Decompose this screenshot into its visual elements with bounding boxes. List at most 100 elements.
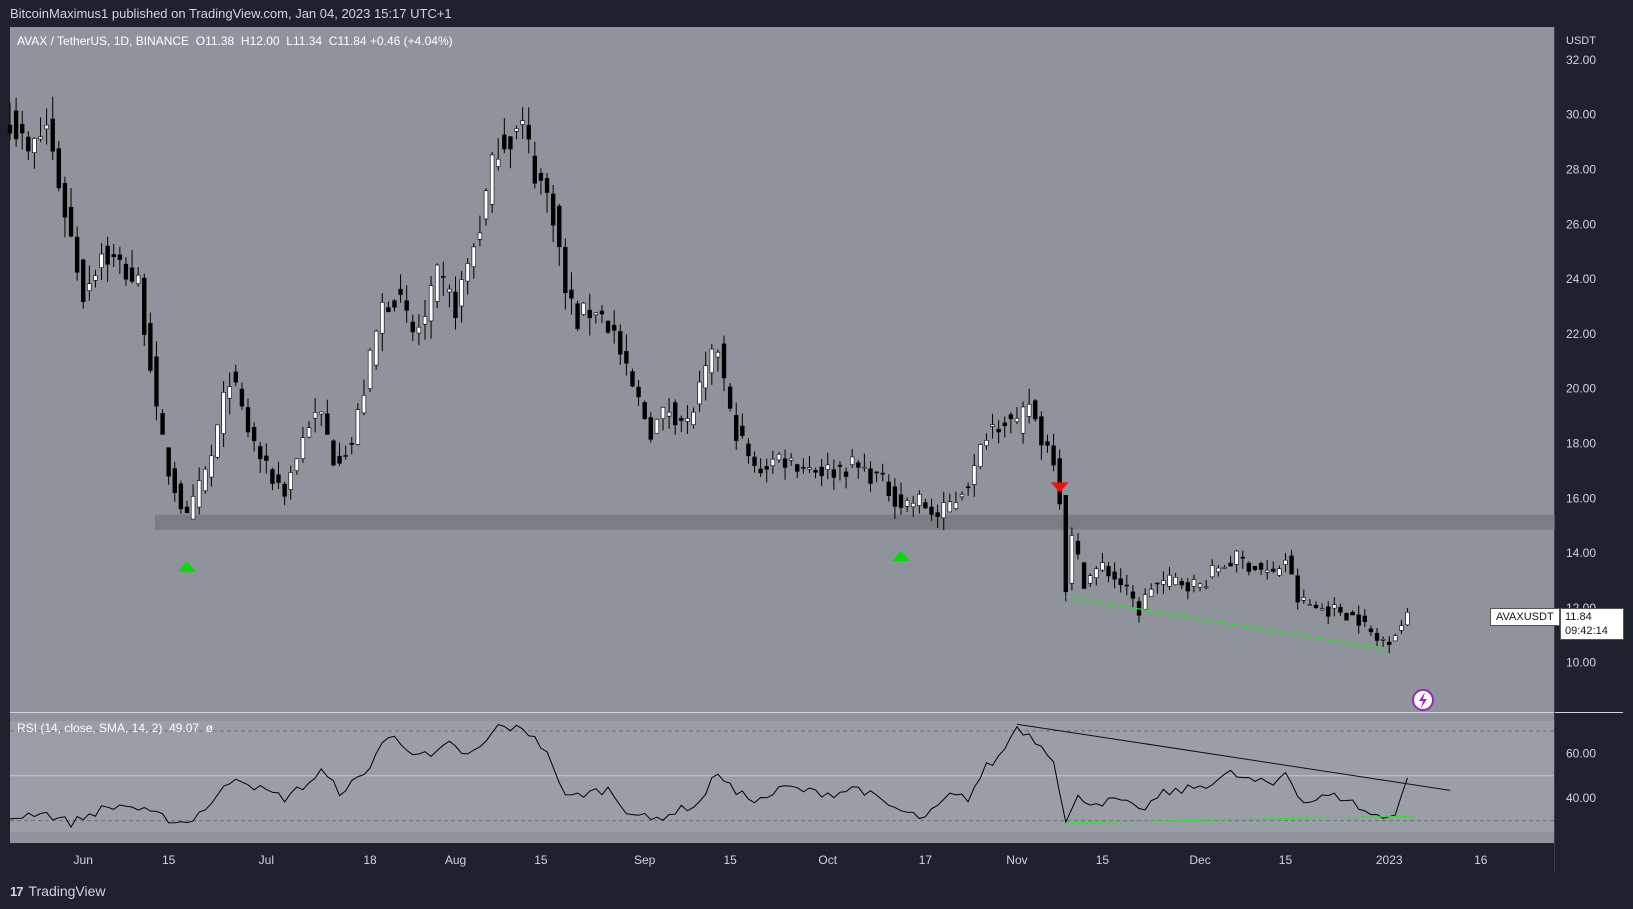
- candle: [770, 450, 776, 474]
- low-label: L: [286, 34, 293, 48]
- time-tick: 15: [534, 853, 548, 867]
- candle: [831, 459, 837, 490]
- candle: [898, 482, 904, 515]
- candle: [1210, 559, 1215, 579]
- candle: [270, 467, 275, 491]
- candle: [111, 243, 116, 268]
- candle: [605, 320, 611, 334]
- alert-icon[interactable]: [1412, 689, 1434, 711]
- candle: [691, 407, 696, 429]
- candle: [166, 447, 171, 485]
- candle: [1295, 568, 1300, 610]
- candle: [575, 300, 580, 332]
- time-tick: Sep: [634, 853, 656, 867]
- candle: [1051, 433, 1056, 472]
- candle: [1264, 560, 1270, 580]
- price-tick: 30.00: [1566, 108, 1596, 122]
- candle: [557, 203, 562, 266]
- candle: [367, 348, 373, 393]
- candle: [294, 458, 300, 475]
- candle: [1075, 533, 1081, 560]
- candle: [361, 379, 367, 416]
- candle: [300, 426, 306, 463]
- candle: [44, 108, 49, 145]
- candle: [1387, 636, 1392, 654]
- candle: [642, 400, 647, 420]
- brand-name: TradingView: [28, 883, 106, 899]
- candle: [1301, 589, 1306, 604]
- candle: [184, 500, 190, 514]
- candle: [764, 458, 769, 483]
- candle: [978, 443, 983, 470]
- candle: [435, 263, 440, 308]
- candle: [1191, 574, 1197, 593]
- candle: [306, 421, 312, 439]
- close-value: 11.84: [337, 34, 367, 48]
- candle: [965, 482, 971, 496]
- price-tick: 18.00: [1566, 436, 1596, 450]
- candle: [355, 403, 361, 446]
- candle: [1155, 582, 1160, 594]
- candle: [801, 458, 806, 474]
- candle: [630, 368, 635, 388]
- candle: [1332, 597, 1337, 617]
- candle: [1313, 601, 1319, 610]
- candle: [62, 176, 68, 238]
- candle: [1087, 573, 1093, 588]
- candle: [1057, 449, 1062, 510]
- candle: [26, 131, 31, 160]
- rsi-support-trendline: [1065, 815, 1414, 824]
- symbol-name[interactable]: AVAX / TetherUS, 1D, BINANCE: [17, 34, 190, 48]
- candle: [209, 444, 214, 487]
- candle: [312, 398, 318, 433]
- rsi-legend: RSI (14, close, SMA, 14, 2) 49.07 ø: [17, 721, 213, 735]
- candle: [1246, 561, 1252, 576]
- candle: [1319, 603, 1325, 611]
- candle: [428, 276, 434, 339]
- low-value: 11.34: [292, 34, 323, 48]
- candle: [1234, 549, 1239, 573]
- buy-marker-icon: [177, 561, 196, 572]
- bar-countdown: 09:42:14: [1565, 625, 1608, 637]
- candle: [892, 478, 898, 519]
- price-tick: 22.00: [1566, 327, 1596, 341]
- candle: [618, 324, 623, 365]
- candle: [996, 419, 1001, 444]
- candle: [1240, 550, 1245, 569]
- candle: [453, 276, 458, 330]
- candle: [471, 243, 477, 279]
- candle: [1197, 582, 1203, 592]
- candle: [520, 107, 525, 139]
- candle: [1362, 608, 1368, 627]
- candle: [1271, 561, 1276, 573]
- candle: [1149, 583, 1154, 597]
- candle: [483, 188, 489, 226]
- ticker-label: AVAXUSDT: [1490, 608, 1560, 626]
- time-tick: 17: [919, 853, 933, 867]
- candle: [740, 413, 745, 439]
- candle: [160, 409, 165, 435]
- candle: [1081, 561, 1087, 590]
- candle: [703, 351, 708, 401]
- rsi-label[interactable]: RSI (14, close, SMA, 14, 2): [17, 721, 163, 735]
- candle: [1289, 549, 1294, 575]
- sell-marker-icon: [1050, 482, 1069, 493]
- candle: [496, 138, 501, 171]
- tradingview-brand[interactable]: 17 TradingView: [10, 883, 106, 899]
- candle: [679, 415, 684, 433]
- buy-marker-icon: [892, 550, 911, 561]
- candle: [959, 491, 965, 501]
- candle: [715, 349, 721, 372]
- candle: [1252, 565, 1258, 572]
- candle: [258, 441, 263, 473]
- candle: [154, 341, 159, 421]
- candle: [1374, 627, 1380, 647]
- candle: [477, 215, 483, 247]
- candle: [1283, 552, 1288, 573]
- candle: [935, 504, 940, 528]
- time-tick: Dec: [1189, 853, 1210, 867]
- candle: [648, 412, 653, 443]
- time-tick: Oct: [818, 853, 837, 867]
- close-label: C: [328, 34, 338, 48]
